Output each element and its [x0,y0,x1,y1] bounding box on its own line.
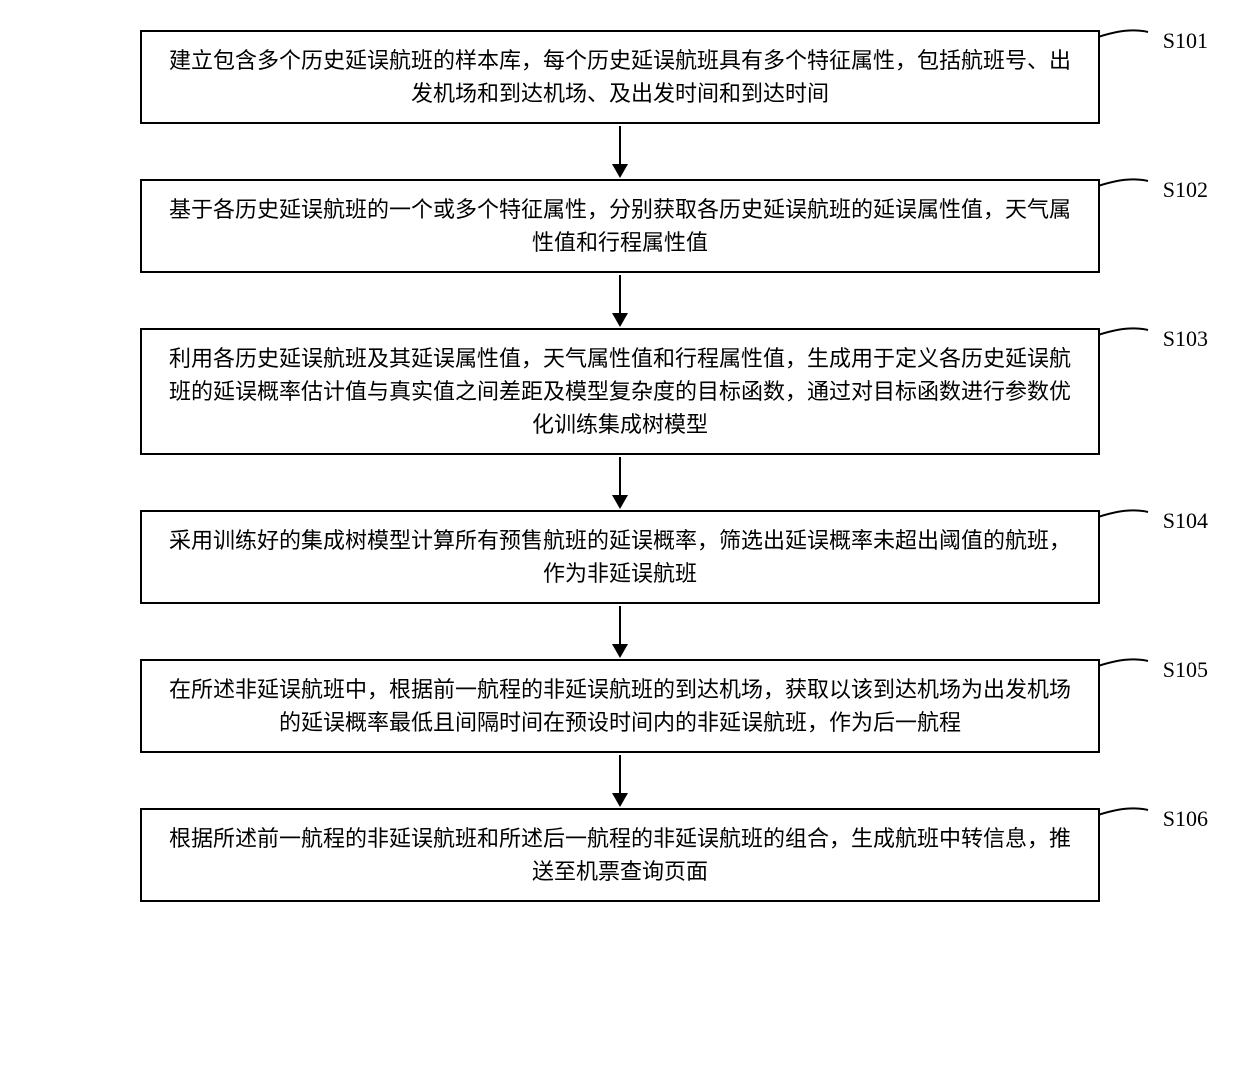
step-text: 建立包含多个历史延误航班的样本库，每个历史延误航班具有多个特征属性，包括航班号、… [169,48,1071,106]
step-label: S102 [1163,173,1208,206]
step-box-s104: 采用训练好的集成树模型计算所有预售航班的延误概率，筛选出延误概率未超出阈值的航班… [140,510,1100,604]
step-box-s106: 根据所述前一航程的非延误航班和所述后一航程的非延误航班的组合，生成航班中转信息，… [140,808,1100,902]
arrow-head-icon [612,495,628,509]
step-label: S101 [1163,24,1208,57]
step-text: 在所述非延误航班中，根据前一航程的非延误航班的到达机场，获取以该到达机场为出发机… [169,677,1071,735]
step-label: S103 [1163,322,1208,355]
connector-curve-icon [1098,507,1158,537]
arrow-head-icon [612,793,628,807]
arrow-line [619,755,621,793]
arrow-head-icon [612,644,628,658]
connector-curve-icon [1098,27,1158,57]
step-s105: 在所述非延误航班中，根据前一航程的非延误航班的到达机场，获取以该到达机场为出发机… [50,659,1190,753]
arrow-line [619,126,621,164]
step-text: 利用各历史延误航班及其延误属性值，天气属性值和行程属性值，生成用于定义各历史延误… [169,346,1071,437]
arrow-icon [612,273,628,328]
step-box-s101: 建立包含多个历史延误航班的样本库，每个历史延误航班具有多个特征属性，包括航班号、… [140,30,1100,124]
arrow-icon [612,455,628,510]
arrow-icon [612,753,628,808]
step-text: 基于各历史延误航班的一个或多个特征属性，分别获取各历史延误航班的延误属性值，天气… [169,197,1071,255]
flowchart-container: 建立包含多个历史延误航班的样本库，每个历史延误航班具有多个特征属性，包括航班号、… [50,30,1190,902]
arrow-icon [612,604,628,659]
connector-curve-icon [1098,176,1158,206]
arrow-head-icon [612,164,628,178]
arrow-head-icon [612,313,628,327]
connector-curve-icon [1098,325,1158,355]
connector-curve-icon [1098,656,1158,686]
step-s106: 根据所述前一航程的非延误航班和所述后一航程的非延误航班的组合，生成航班中转信息，… [50,808,1190,902]
step-text: 根据所述前一航程的非延误航班和所述后一航程的非延误航班的组合，生成航班中转信息，… [169,826,1071,884]
arrow-line [619,275,621,313]
step-box-s105: 在所述非延误航班中，根据前一航程的非延误航班的到达机场，获取以该到达机场为出发机… [140,659,1100,753]
step-s102: 基于各历史延误航班的一个或多个特征属性，分别获取各历史延误航班的延误属性值，天气… [50,179,1190,273]
arrow-line [619,606,621,644]
step-label: S104 [1163,504,1208,537]
step-label: S106 [1163,802,1208,835]
step-text: 采用训练好的集成树模型计算所有预售航班的延误概率，筛选出延误概率未超出阈值的航班… [169,528,1071,586]
step-label: S105 [1163,653,1208,686]
arrow-line [619,457,621,495]
arrow-icon [612,124,628,179]
step-s103: 利用各历史延误航班及其延误属性值，天气属性值和行程属性值，生成用于定义各历史延误… [50,328,1190,455]
step-s101: 建立包含多个历史延误航班的样本库，每个历史延误航班具有多个特征属性，包括航班号、… [50,30,1190,124]
connector-curve-icon [1098,805,1158,835]
step-s104: 采用训练好的集成树模型计算所有预售航班的延误概率，筛选出延误概率未超出阈值的航班… [50,510,1190,604]
step-box-s103: 利用各历史延误航班及其延误属性值，天气属性值和行程属性值，生成用于定义各历史延误… [140,328,1100,455]
step-box-s102: 基于各历史延误航班的一个或多个特征属性，分别获取各历史延误航班的延误属性值，天气… [140,179,1100,273]
